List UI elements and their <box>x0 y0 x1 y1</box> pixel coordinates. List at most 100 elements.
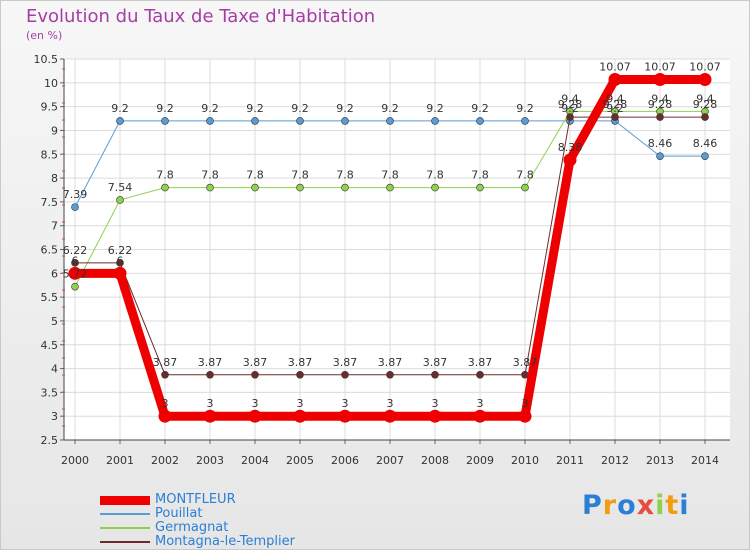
data-label-pouillat: 9.2 <box>606 102 624 115</box>
data-point-pouillat <box>476 117 484 125</box>
data-point-montagna-le-templier <box>116 259 124 267</box>
x-tick-label: 2007 <box>376 454 404 467</box>
data-point-germagnat <box>206 183 214 192</box>
x-tick-label: 2009 <box>466 454 494 467</box>
y-tick-label: 9 <box>51 124 58 137</box>
data-label-montagna-le-templier: 3.87 <box>423 356 448 369</box>
data-label-pouillat: 9.2 <box>381 102 399 115</box>
x-tick-label: 2004 <box>241 454 269 467</box>
data-label-montfleur: 10.07 <box>599 60 631 73</box>
data-label-montfleur: 8.38 <box>558 141 583 154</box>
data-label-montfleur: 3 <box>432 397 439 410</box>
data-label-pouillat: 9.2 <box>561 102 579 115</box>
data-label-pouillat: 8.46 <box>693 137 718 150</box>
data-point-montfleur <box>68 266 82 280</box>
data-point-germagnat <box>431 183 439 192</box>
proxiti-logo[interactable]: Proxiti <box>582 490 690 521</box>
data-point-pouillat <box>431 117 439 125</box>
data-label-germagnat: 9.4 <box>606 92 624 105</box>
logo-letter: o <box>617 490 637 521</box>
data-point-montagna-le-templier <box>341 370 349 379</box>
data-label-montagna-le-templier: 6.22 <box>108 244 133 257</box>
x-tick-label: 2011 <box>556 454 584 467</box>
data-label-montfleur: 3 <box>162 397 169 410</box>
y-tick-label: 7 <box>51 220 58 233</box>
legend-swatch-pouillat <box>100 513 150 515</box>
data-point-montagna-le-templier <box>611 113 619 121</box>
data-label-germagnat: 7.54 <box>108 181 133 194</box>
y-tick-label: 3.5 <box>41 386 59 399</box>
legend-swatch-montagna-le-templier <box>100 541 150 543</box>
data-label-montagna-le-templier: 3.87 <box>288 356 313 369</box>
data-point-montagna-le-templier <box>296 370 304 379</box>
data-label-montfleur: 3 <box>477 397 484 410</box>
y-tick-label: 2.5 <box>41 434 59 447</box>
data-label-germagnat: 9.4 <box>651 92 669 105</box>
data-label-montagna-le-templier: 3.87 <box>333 356 358 369</box>
data-point-montagna-le-templier <box>701 113 709 121</box>
chart-subtitle: (en %) <box>26 29 63 42</box>
data-label-montagna-le-templier: 3.87 <box>468 356 493 369</box>
data-label-pouillat: 9.2 <box>201 102 219 115</box>
legend-label-germagnat: Germagnat <box>155 520 229 535</box>
data-point-montfleur <box>158 409 172 423</box>
data-label-montfleur: 10.07 <box>644 60 676 73</box>
legend-label-montagna-le-templier: Montagna-le-Templier <box>155 534 295 549</box>
data-label-montfleur: 3 <box>342 397 349 410</box>
data-label-pouillat: 8.46 <box>648 137 673 150</box>
data-label-montagna-le-templier: 9.28 <box>603 98 628 111</box>
data-label-pouillat: 9.2 <box>336 102 354 115</box>
data-point-germagnat <box>341 183 349 192</box>
data-point-germagnat <box>521 183 529 192</box>
y-tick-label: 10.5 <box>34 53 59 66</box>
data-point-montagna-le-templier <box>476 370 484 379</box>
data-label-montfleur: 3 <box>207 397 214 410</box>
data-point-germagnat <box>476 183 484 192</box>
x-tick-label: 2010 <box>511 454 539 467</box>
data-point-germagnat <box>296 183 304 192</box>
data-label-montagna-le-templier: 3.87 <box>198 356 223 369</box>
data-point-montfleur <box>383 409 397 423</box>
data-label-germagnat: 7.8 <box>516 169 534 182</box>
data-label-germagnat: 7.8 <box>201 169 219 182</box>
data-label-germagnat: 7.8 <box>156 169 174 182</box>
data-point-germagnat <box>386 183 394 192</box>
data-point-pouillat <box>296 117 304 125</box>
x-tick-label: 2014 <box>691 454 719 467</box>
data-label-pouillat: 9.2 <box>246 102 264 115</box>
data-label-montagna-le-templier: 9.28 <box>693 98 718 111</box>
chart-title: Evolution du Taux de Taxe d'Habitation <box>26 6 376 27</box>
x-tick-label: 2002 <box>151 454 179 467</box>
data-point-pouillat <box>701 152 709 160</box>
data-label-montagna-le-templier: 6.22 <box>63 244 88 257</box>
x-tick-label: 2008 <box>421 454 449 467</box>
data-point-pouillat <box>521 117 529 125</box>
data-label-germagnat: 7.8 <box>426 169 444 182</box>
data-point-montfleur <box>113 266 127 280</box>
data-point-montagna-le-templier <box>431 370 439 379</box>
data-label-germagnat: 7.8 <box>471 169 489 182</box>
data-label-pouillat: 7.39 <box>63 188 88 201</box>
data-label-montfleur: 6 <box>72 254 79 267</box>
data-label-germagnat: 7.8 <box>336 169 354 182</box>
data-label-montagna-le-templier: 3.87 <box>243 356 268 369</box>
x-tick-label: 2001 <box>106 454 134 467</box>
data-point-montagna-le-templier <box>206 370 214 379</box>
data-label-pouillat: 9.2 <box>156 102 174 115</box>
data-point-montagna-le-templier <box>566 113 574 121</box>
legend-label-montfleur: MONTFLEUR <box>155 492 236 507</box>
data-label-germagnat: 5.72 <box>63 268 88 281</box>
data-point-pouillat <box>116 117 124 125</box>
y-tick-label: 8.5 <box>41 148 59 161</box>
y-tick-label: 9.5 <box>41 101 59 114</box>
data-point-pouillat <box>161 117 169 125</box>
y-tick-label: 3 <box>51 410 58 423</box>
data-point-montagna-le-templier <box>161 370 169 379</box>
data-label-germagnat: 7.8 <box>246 169 264 182</box>
data-label-pouillat: 9.2 <box>111 102 129 115</box>
logo-letter: r <box>602 490 618 521</box>
data-point-montfleur <box>563 153 577 167</box>
data-label-montagna-le-templier: 9.28 <box>648 98 673 111</box>
data-label-pouillat: 9.2 <box>291 102 309 115</box>
data-label-montagna-le-templier: 3.87 <box>513 356 538 369</box>
